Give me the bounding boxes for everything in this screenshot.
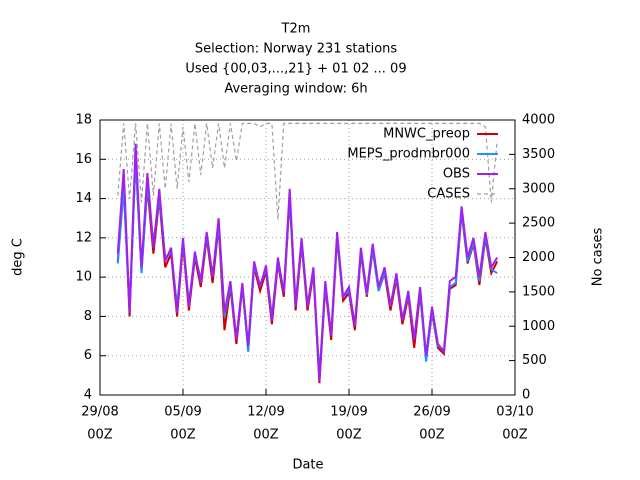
x-tick-label: 00Z	[336, 428, 362, 443]
x-tick-label: 00Z	[170, 428, 196, 443]
title-line: Selection: Norway 231 stations	[195, 42, 398, 57]
y2-tick-label: 4000	[522, 113, 555, 128]
y2-axis-label: No cases	[591, 228, 606, 287]
legend-label: CASES	[427, 187, 470, 202]
y2-tick-label: 1000	[522, 319, 555, 334]
y2-tick-label: 2000	[522, 250, 555, 265]
title-line: Used {00,03,...,21} + 01 02 ... 09	[185, 62, 406, 77]
legend-label: MEPS_prodmbr000	[347, 147, 470, 162]
x-tick-label: 29/08	[81, 405, 118, 420]
x-tick-label: 00Z	[87, 428, 113, 443]
x-tick-label: 00Z	[253, 428, 279, 443]
y-axis-label: deg C	[11, 238, 26, 276]
x-tick-label: 12/09	[247, 405, 284, 420]
x-axis-label: Date	[292, 458, 323, 473]
legend-label: OBS	[443, 167, 470, 182]
y-tick-label: 16	[75, 152, 92, 167]
y-tick-label: 18	[75, 113, 92, 128]
y2-tick-label: 3500	[522, 147, 555, 162]
x-tick-label: 03/10	[496, 405, 533, 420]
x-tick-label: 05/09	[164, 405, 201, 420]
x-tick-label: 00Z	[502, 428, 528, 443]
y-tick-label: 14	[75, 191, 92, 206]
y2-tick-label: 0	[522, 388, 530, 403]
y-tick-label: 10	[75, 270, 92, 285]
y-tick-label: 8	[84, 309, 92, 324]
y2-tick-label: 1500	[522, 284, 555, 299]
series-line	[117, 122, 498, 220]
x-tick-label: 19/09	[330, 405, 367, 420]
y2-tick-label: 2500	[522, 216, 555, 231]
y-tick-label: 4	[84, 388, 92, 403]
x-tick-label: 26/09	[413, 405, 450, 420]
plot-frame	[99, 119, 516, 396]
y-tick-label: 12	[75, 230, 92, 245]
series-line	[116, 143, 499, 382]
title-line: Averaging window: 6h	[224, 82, 367, 97]
legend-label: MNWC_preop	[383, 127, 470, 142]
y2-tick-label: 3000	[522, 181, 555, 196]
title-line: T2m	[281, 22, 311, 37]
x-tick-label: 00Z	[419, 428, 445, 443]
y-tick-label: 6	[84, 348, 92, 363]
y2-tick-label: 500	[522, 353, 547, 368]
